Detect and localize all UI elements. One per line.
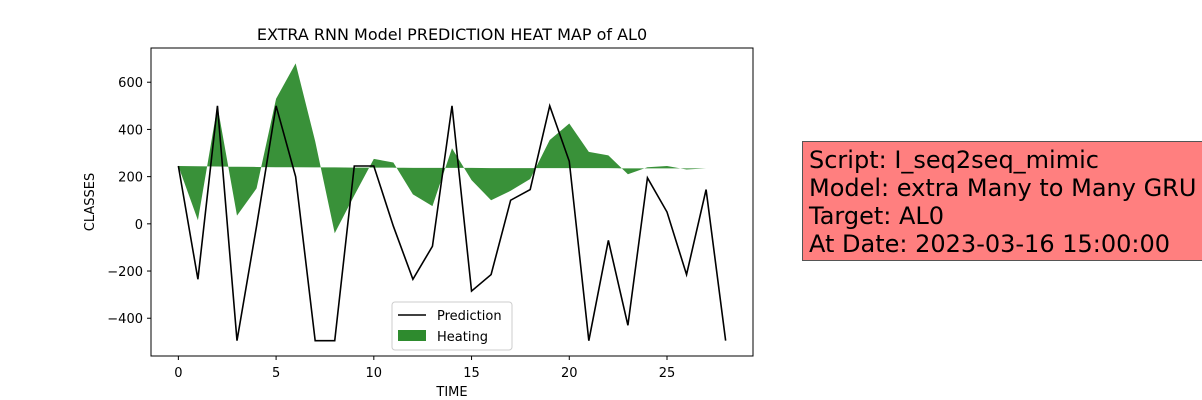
info-script: Script: I_seq2seq_mimic <box>809 146 1099 174</box>
y-tick-label: 600 <box>118 76 143 91</box>
y-tick-label: 400 <box>118 123 143 138</box>
y-tick-label: −400 <box>107 312 143 327</box>
info-date: At Date: 2023-03-16 15:00:00 <box>809 230 1171 258</box>
info-model: Model: extra Many to Many GRU <box>809 174 1197 202</box>
legend: Prediction Heating <box>391 301 513 351</box>
x-tick-label: 5 <box>272 366 280 381</box>
y-axis-label: CLASSES <box>83 173 98 231</box>
info-target: Target: AL0 <box>809 202 945 230</box>
legend-heating-swatch <box>398 330 426 341</box>
axis-ticks: 0 5 10 15 20 25 −400 −200 0 200 400 600 <box>107 76 675 381</box>
x-tick-label: 15 <box>463 366 480 381</box>
prediction-line <box>177 102 727 342</box>
chart-title: EXTRA RNN Model PREDICTION HEAT MAP of A… <box>257 25 647 44</box>
plot-area <box>177 63 727 342</box>
x-tick-label: 20 <box>561 366 578 381</box>
y-tick-label: −200 <box>107 265 143 280</box>
x-axis-label: TIME <box>435 385 467 400</box>
x-tick-label: 25 <box>659 366 676 381</box>
x-tick-label: 0 <box>174 366 182 381</box>
y-tick-label: 200 <box>118 171 143 186</box>
legend-heating-label: Heating <box>437 330 488 345</box>
plot-frame <box>150 47 754 357</box>
legend-prediction-label: Prediction <box>437 309 502 324</box>
info-box: Script: I_seq2seq_mimic Model: extra Man… <box>802 141 1202 261</box>
x-tick-label: 10 <box>366 366 383 381</box>
y-tick-label: 0 <box>135 218 143 233</box>
